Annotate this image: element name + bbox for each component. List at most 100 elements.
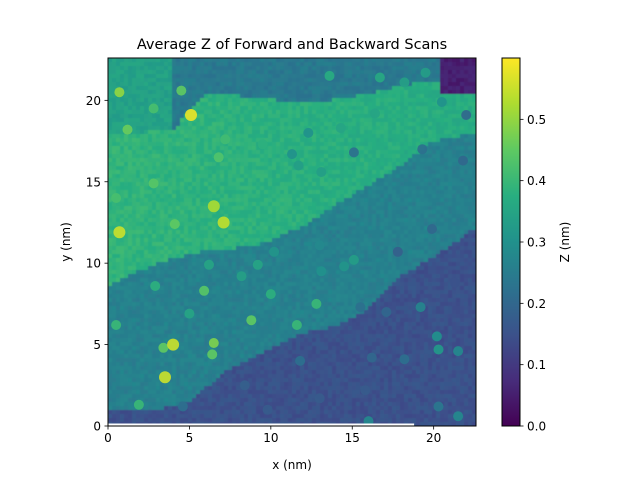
heatmap-cell	[240, 146, 245, 151]
heatmap-cell	[396, 186, 401, 191]
heatmap-cell	[208, 234, 213, 239]
heatmap-cell	[244, 74, 249, 79]
heatmap-cell	[404, 234, 409, 239]
heatmap-cell	[208, 190, 213, 195]
heatmap-cell	[144, 214, 149, 219]
heatmap-cell	[312, 82, 317, 87]
heatmap-cell	[200, 194, 205, 199]
heatmap-cell	[292, 250, 297, 255]
heatmap-cell	[160, 222, 165, 227]
heatmap-cell	[356, 238, 361, 243]
heatmap-cell	[156, 118, 161, 123]
heatmap-cell	[288, 126, 293, 131]
heatmap-cell	[124, 254, 129, 259]
heatmap-cell	[356, 230, 361, 235]
heatmap-cell	[452, 206, 457, 211]
heatmap-cell	[288, 66, 293, 71]
heatmap-cell	[188, 190, 193, 195]
heatmap-cell	[376, 222, 381, 227]
heatmap-cell	[380, 118, 385, 123]
heatmap-cell	[364, 242, 369, 247]
heatmap-cell	[448, 226, 453, 231]
heatmap-cell	[460, 266, 465, 271]
heatmap-cell	[276, 186, 281, 191]
heatmap-cell	[156, 62, 161, 67]
heatmap-cell	[304, 154, 309, 159]
heatmap-cell	[140, 130, 145, 135]
heatmap-cell	[368, 238, 373, 243]
heatmap-cell	[456, 166, 461, 171]
heatmap-cell	[376, 134, 381, 139]
heatmap-cell	[364, 158, 369, 163]
heatmap-cell	[464, 202, 469, 207]
heatmap-cell	[176, 258, 181, 263]
heatmap-cell	[324, 106, 329, 111]
heatmap-cell	[268, 154, 273, 159]
heatmap-cell	[268, 134, 273, 139]
heatmap-cell	[120, 198, 125, 203]
heatmap-cell	[228, 86, 233, 91]
heatmap-cell	[384, 222, 389, 227]
heatmap-cell	[184, 166, 189, 171]
heatmap-cell	[284, 246, 289, 251]
heatmap-cell	[412, 230, 417, 235]
heatmap-cell	[212, 138, 217, 143]
heatmap-cell	[116, 174, 121, 179]
heatmap-cell	[288, 234, 293, 239]
heatmap-cell	[164, 182, 169, 187]
heatmap-cell	[428, 138, 433, 143]
heatmap-cell	[304, 230, 309, 235]
heatmap-cell	[360, 170, 365, 175]
heatmap-cell	[160, 190, 165, 195]
heatmap-cell	[412, 162, 417, 167]
heatmap-cell	[380, 86, 385, 91]
heatmap-cell	[240, 78, 245, 83]
heatmap-cell	[280, 138, 285, 143]
heatmap-cell	[444, 122, 449, 127]
heatmap-cell	[440, 94, 445, 99]
heatmap-cell	[436, 242, 441, 247]
heatmap-cell	[432, 126, 437, 131]
heatmap-cell	[468, 130, 473, 135]
heatmap-cell	[116, 142, 121, 147]
heatmap-cell	[108, 122, 113, 127]
heatmap-cell	[468, 134, 473, 139]
heatmap-cell	[440, 126, 445, 131]
heatmap-cell	[468, 66, 473, 71]
heatmap-cell	[152, 230, 157, 235]
heatmap-cell	[364, 210, 369, 215]
heatmap-cell	[132, 114, 137, 119]
heatmap-cell	[388, 186, 393, 191]
heatmap-cell	[464, 258, 469, 263]
heatmap-cell	[452, 258, 457, 263]
heatmap-cell	[444, 130, 449, 135]
heatmap-cell	[168, 78, 173, 83]
heatmap-cell	[364, 250, 369, 255]
heatmap-cell	[424, 118, 429, 123]
heatmap-cell	[252, 218, 257, 223]
heatmap-cell	[220, 162, 225, 167]
heatmap-cell	[368, 246, 373, 251]
heatmap-cell	[424, 78, 429, 83]
heatmap-cell	[428, 190, 433, 195]
heatmap-cell	[136, 74, 141, 79]
heatmap-cell	[260, 154, 265, 159]
heatmap-cell	[316, 58, 321, 63]
heatmap-cell	[204, 166, 209, 171]
heatmap-cell	[244, 210, 249, 215]
heatmap-cell	[156, 102, 161, 107]
heatmap-cell	[456, 226, 461, 231]
heatmap-cell	[136, 258, 141, 263]
heatmap-cell	[280, 218, 285, 223]
heatmap-cell	[304, 258, 309, 263]
heatmap-cell	[332, 198, 337, 203]
heatmap-cell	[212, 146, 217, 151]
heatmap-cell	[440, 78, 445, 83]
heatmap-cell	[180, 246, 185, 251]
heatmap-cell	[312, 162, 317, 167]
heatmap-cell	[216, 266, 221, 271]
heatmap-cell	[368, 98, 373, 103]
heatmap-cell	[404, 134, 409, 139]
heatmap-cell	[108, 126, 113, 131]
heatmap-cell	[412, 94, 417, 99]
